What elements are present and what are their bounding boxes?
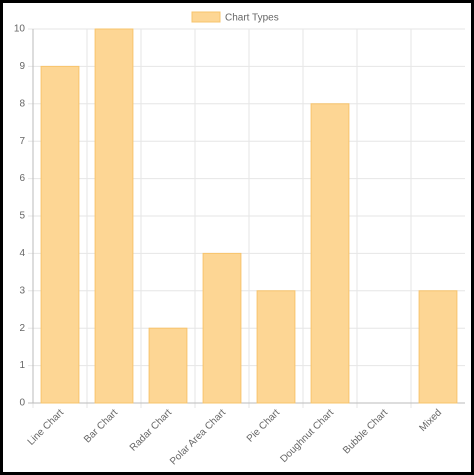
x-tick-label: Line Chart	[26, 407, 67, 448]
bar	[94, 28, 134, 404]
y-tick-label: 7	[19, 136, 25, 147]
bar	[310, 103, 350, 404]
legend-label: Chart Types	[225, 13, 279, 24]
y-tick-label: 5	[19, 211, 25, 222]
bar	[148, 327, 188, 404]
x-tick-label: Mixed	[417, 407, 444, 434]
chart: Chart Types 0 1 2 3 4 5 6 7 8 9 10 Line Chart Bar Ch…	[14, 11, 465, 467]
y-tick-label: 4	[19, 248, 25, 259]
y-tick-label: 3	[19, 285, 25, 296]
bar	[40, 65, 80, 404]
y-tick-label: 2	[19, 323, 25, 334]
bar	[202, 252, 242, 404]
y-tick-label: 0	[19, 398, 25, 409]
x-tick-label: Pie Chart	[245, 407, 282, 444]
bar	[418, 290, 458, 404]
y-tick-label: 8	[19, 98, 25, 109]
x-tick-label: Polar Area Chart	[168, 407, 228, 467]
x-tick-label: Doughnut Chart	[278, 407, 336, 465]
x-tick-label: Radar Chart	[128, 407, 174, 453]
y-tick-label: 10	[14, 24, 26, 35]
x-tick-label: Bubble Chart	[341, 407, 390, 456]
y-tick-label: 9	[19, 61, 25, 72]
y-tick-label: 1	[19, 360, 25, 371]
x-tick-label: Bar Chart	[82, 407, 120, 445]
y-tick-label: 6	[19, 173, 25, 184]
legend-swatch	[191, 11, 221, 23]
bar	[256, 290, 296, 404]
